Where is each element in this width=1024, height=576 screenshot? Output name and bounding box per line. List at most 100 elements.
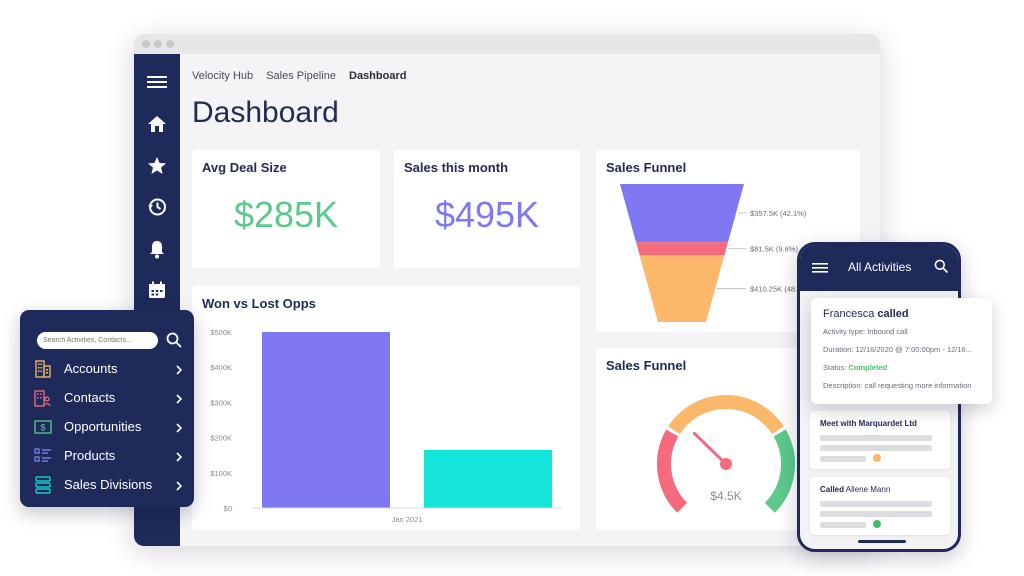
history-icon[interactable] [145, 195, 169, 219]
window-dot[interactable] [142, 40, 150, 48]
x-tick-label: Jan 2021 [392, 515, 423, 524]
activity-detail-card[interactable]: Francesca called Activity type: Inbound … [811, 298, 992, 404]
y-tick-label: $500K [210, 328, 232, 337]
search-icon[interactable] [166, 332, 182, 348]
funnel-stage[interactable] [620, 184, 744, 243]
building-icon [34, 360, 52, 378]
search-input[interactable] [37, 332, 158, 349]
activity-card[interactable]: Meet with Marquardet Ltd [810, 411, 950, 469]
chevron-right-icon [174, 479, 184, 491]
lost-bar[interactable] [424, 449, 552, 508]
calendar-icon[interactable] [145, 278, 169, 302]
funnel-stage[interactable] [635, 242, 729, 256]
avg-deal-size-value: $285K [233, 194, 339, 235]
svg-text:$: $ [40, 423, 45, 433]
field-label: Status: [823, 363, 847, 372]
card-title: Won vs Lost Opps [202, 296, 316, 311]
entity-nav-panel: Accounts Contacts $ Opportunities Produc… [20, 310, 194, 507]
page-title: Dashboard [192, 96, 339, 129]
won-bar[interactable] [262, 332, 390, 508]
dollar-icon: $ [34, 418, 52, 436]
field-value: Inbound call [867, 327, 908, 336]
duration-row: Duration: 12/16/2020 @ 7:00:00pm - 12/16… [823, 345, 972, 354]
nav-item-accounts[interactable]: Accounts [34, 358, 184, 380]
activity-action: called [877, 308, 909, 320]
funnel-stage[interactable] [639, 255, 725, 322]
field-label: Description: [823, 381, 863, 390]
chevron-right-icon [174, 450, 184, 462]
description-row: Description: call requesting more inform… [823, 381, 971, 390]
chevron-right-icon [174, 392, 184, 404]
placeholder-line [820, 511, 932, 517]
avg-deal-size-card: Avg Deal Size $285K [192, 150, 380, 268]
sales-gauge-chart: $4.5K [657, 395, 795, 513]
card-title: Avg Deal Size [202, 160, 287, 175]
y-tick-label: $100K [210, 469, 232, 478]
home-icon[interactable] [145, 112, 169, 136]
activity-verb: Called [820, 485, 845, 494]
field-value: 12/16/2020 @ 7:00:00pm - 12/16... [855, 345, 972, 354]
sales-this-month-value: $495K [434, 194, 540, 235]
activity-subject: Allene Mann [844, 485, 891, 494]
y-tick-label: $400K [210, 363, 232, 372]
sales-this-month-card: Sales this month $495K [394, 150, 580, 268]
placeholder-line [820, 522, 866, 528]
phone-title: All Activities [848, 260, 912, 274]
y-tick-label: $200K [210, 434, 232, 443]
home-indicator [858, 540, 906, 543]
menu-icon[interactable] [145, 70, 169, 94]
placeholder-line [820, 456, 866, 462]
won-vs-lost-card: Won vs Lost Opps $0 $100K $200K $300K $4… [192, 286, 580, 530]
won-vs-lost-chart: $0 $100K $200K $300K $400K $500K Jan 202… [210, 328, 562, 524]
nav-item-sales-divisions[interactable]: Sales Divisions [34, 474, 184, 496]
window-dot[interactable] [154, 40, 162, 48]
y-tick-label: $0 [224, 504, 232, 513]
nav-item-label: Contacts [64, 390, 116, 405]
placeholder-line [820, 435, 932, 441]
status-dot [873, 454, 881, 462]
activity-card-title: Meet with Marquardet Ltd [820, 419, 917, 428]
funnel-stage-label: $81.5K (9.6%) [750, 245, 798, 254]
activity-type-row: Activity type: Inbound call [823, 327, 908, 336]
browser-title-bar [134, 34, 880, 54]
nav-item-label: Sales Divisions [64, 477, 153, 492]
breadcrumb: Velocity Hub Sales Pipeline Dashboard [192, 70, 416, 82]
gauge-segment [657, 429, 688, 513]
placeholder-line [820, 445, 932, 451]
placeholder-line [820, 501, 932, 507]
nav-item-label: Opportunities [64, 419, 142, 434]
nav-item-opportunities[interactable]: $ Opportunities [34, 416, 184, 438]
chevron-right-icon [174, 363, 184, 375]
nav-item-products[interactable]: Products [34, 445, 184, 467]
gauge-segment [764, 429, 795, 513]
star-icon[interactable] [145, 154, 169, 178]
breadcrumb-item[interactable]: Velocity Hub [192, 70, 254, 82]
status-row: Status: Completed [823, 363, 887, 372]
breadcrumb-current: Dashboard [349, 70, 407, 82]
status-value: Completed [848, 363, 888, 372]
gauge-needle [692, 431, 728, 466]
browser-window: Velocity Hub Sales Pipeline Dashboard Da… [134, 34, 880, 546]
divisions-icon [34, 476, 52, 494]
contact-name: Francesca [823, 308, 875, 320]
breadcrumb-item[interactable]: Sales Pipeline [266, 70, 336, 82]
status-dot [873, 520, 881, 528]
chevron-right-icon [174, 421, 184, 433]
card-title: Sales this month [404, 160, 509, 175]
activity-card[interactable]: Called Allene Mann [810, 477, 950, 535]
bell-icon[interactable] [145, 237, 169, 261]
gauge-segment [668, 395, 784, 435]
gauge-value: $4.5K [710, 489, 741, 503]
y-tick-label: $300K [210, 398, 232, 407]
menu-icon[interactable] [812, 261, 828, 279]
sales-funnel-chart: $357.5K (42.1%) $81.5K (9.6%) $410.25K (… [620, 184, 811, 322]
card-title: Sales Funnel [606, 160, 687, 175]
card-title: Sales Funnel [606, 358, 687, 373]
window-dot[interactable] [166, 40, 174, 48]
search-icon[interactable] [934, 259, 948, 278]
gauge-needle-hub [720, 458, 732, 470]
product-list-icon [34, 447, 52, 465]
nav-item-contacts[interactable]: Contacts [34, 387, 184, 409]
contacts-icon [34, 389, 52, 407]
